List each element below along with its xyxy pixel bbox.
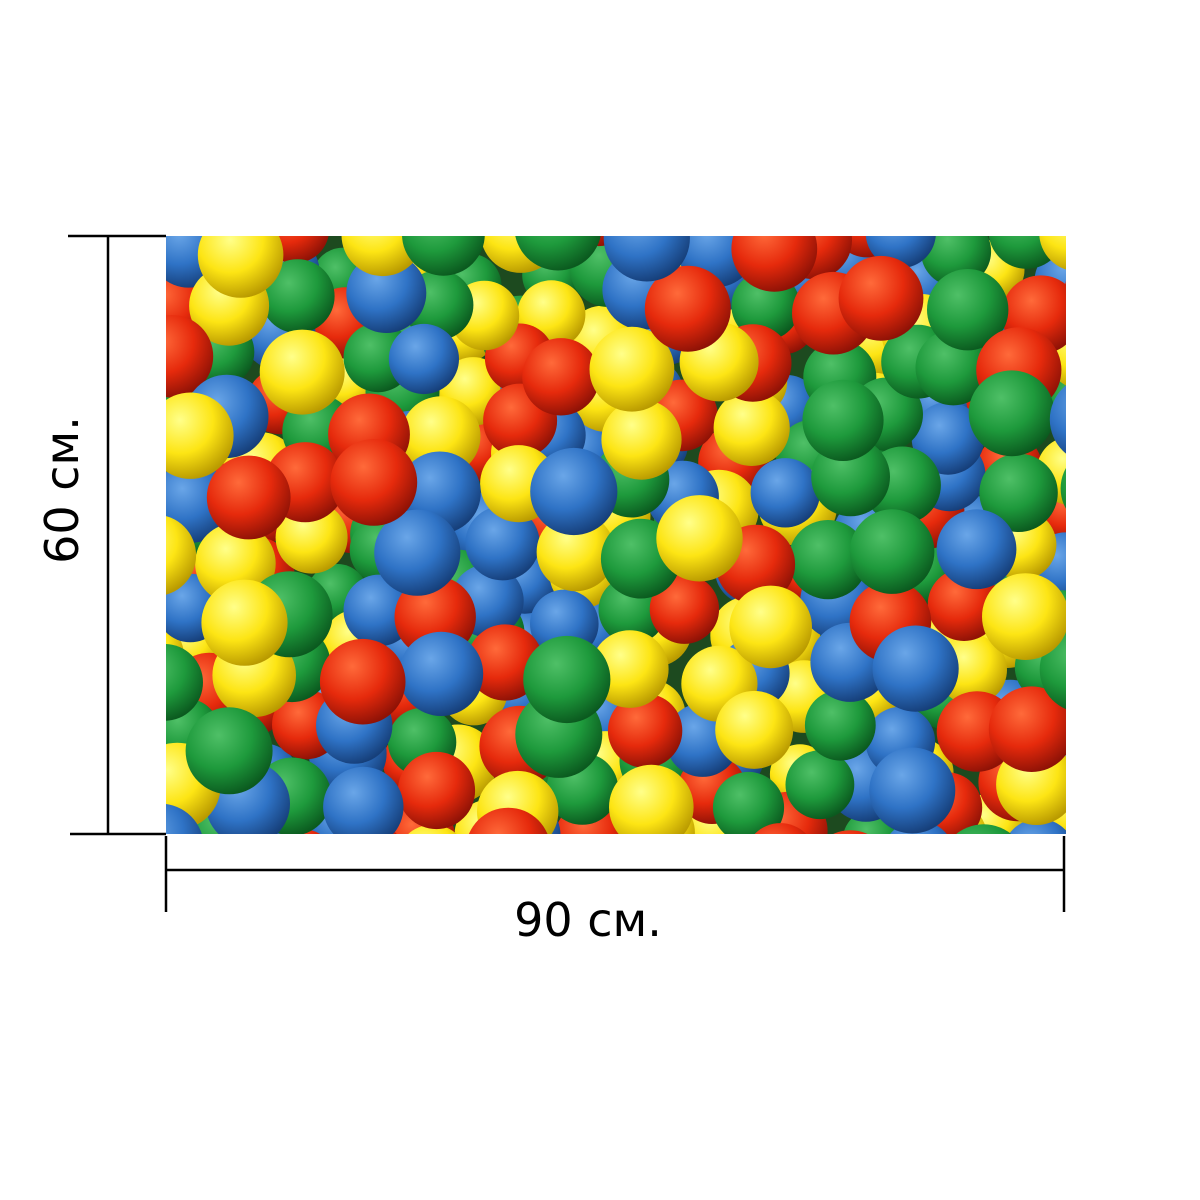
height-label: 60 см. — [35, 416, 89, 564]
ball — [642, 236, 667, 239]
ball — [166, 392, 234, 479]
ball — [849, 509, 935, 594]
ball — [911, 402, 985, 475]
ball — [501, 236, 553, 246]
ball — [754, 823, 807, 834]
ball-photo — [110, 161, 1159, 913]
ball — [956, 824, 1012, 834]
ball — [197, 236, 284, 298]
ball — [284, 829, 321, 834]
ball — [1064, 280, 1066, 303]
ball — [515, 236, 601, 271]
ball — [323, 766, 404, 834]
ball — [750, 458, 820, 528]
ball — [715, 690, 794, 769]
ball — [833, 830, 868, 834]
ball — [330, 439, 418, 526]
ball — [1065, 745, 1066, 758]
ball — [1039, 236, 1066, 270]
ball — [1060, 468, 1066, 509]
ball — [166, 804, 202, 834]
ball — [591, 630, 669, 708]
ball — [601, 399, 682, 480]
ball — [713, 389, 790, 466]
ball — [731, 236, 818, 292]
ball — [872, 625, 959, 712]
ball — [804, 689, 876, 761]
ball — [936, 509, 1017, 590]
ball — [979, 453, 1058, 532]
ball — [1073, 583, 1159, 669]
ball — [988, 686, 1066, 772]
ball — [968, 370, 1055, 457]
ball — [982, 573, 1066, 660]
ball — [260, 259, 335, 334]
ball — [1077, 515, 1150, 588]
ball — [259, 329, 345, 415]
ball — [343, 236, 357, 237]
ball — [408, 824, 457, 834]
ball — [530, 447, 618, 536]
ball — [802, 379, 884, 461]
ball — [522, 338, 600, 416]
ball — [166, 644, 203, 721]
ball — [346, 253, 427, 333]
ball — [899, 161, 973, 235]
ball — [397, 751, 476, 830]
ball — [726, 236, 779, 247]
ball — [402, 236, 485, 276]
ball — [1060, 830, 1066, 834]
ball — [220, 823, 273, 834]
ball — [1000, 236, 1012, 237]
ball — [656, 495, 743, 582]
ball — [388, 323, 459, 395]
ball — [607, 693, 683, 768]
ball — [166, 315, 214, 398]
ball — [400, 396, 481, 476]
ball — [729, 585, 812, 669]
ball — [785, 750, 855, 820]
ball — [399, 631, 484, 717]
ball — [712, 771, 785, 834]
ball — [166, 516, 197, 595]
ball — [609, 764, 694, 834]
width-label: 90 см. — [514, 893, 662, 947]
ball — [788, 520, 868, 600]
ball — [672, 834, 751, 913]
ball — [523, 635, 611, 724]
ball — [869, 747, 956, 834]
ball — [185, 707, 273, 795]
ball — [603, 236, 690, 282]
ball — [341, 236, 424, 277]
ball — [468, 807, 548, 834]
ball — [110, 168, 183, 241]
ball — [166, 453, 169, 482]
ball — [465, 506, 540, 581]
ball — [1049, 385, 1066, 454]
ball — [319, 638, 406, 725]
ball — [536, 512, 615, 592]
ball — [201, 579, 288, 666]
ball — [838, 255, 924, 341]
ball — [649, 574, 720, 644]
ball — [572, 236, 625, 247]
ball — [374, 509, 461, 596]
ball — [589, 326, 675, 412]
ball — [428, 236, 481, 247]
ball — [927, 269, 1009, 351]
ball — [206, 455, 291, 540]
ball — [644, 265, 731, 352]
